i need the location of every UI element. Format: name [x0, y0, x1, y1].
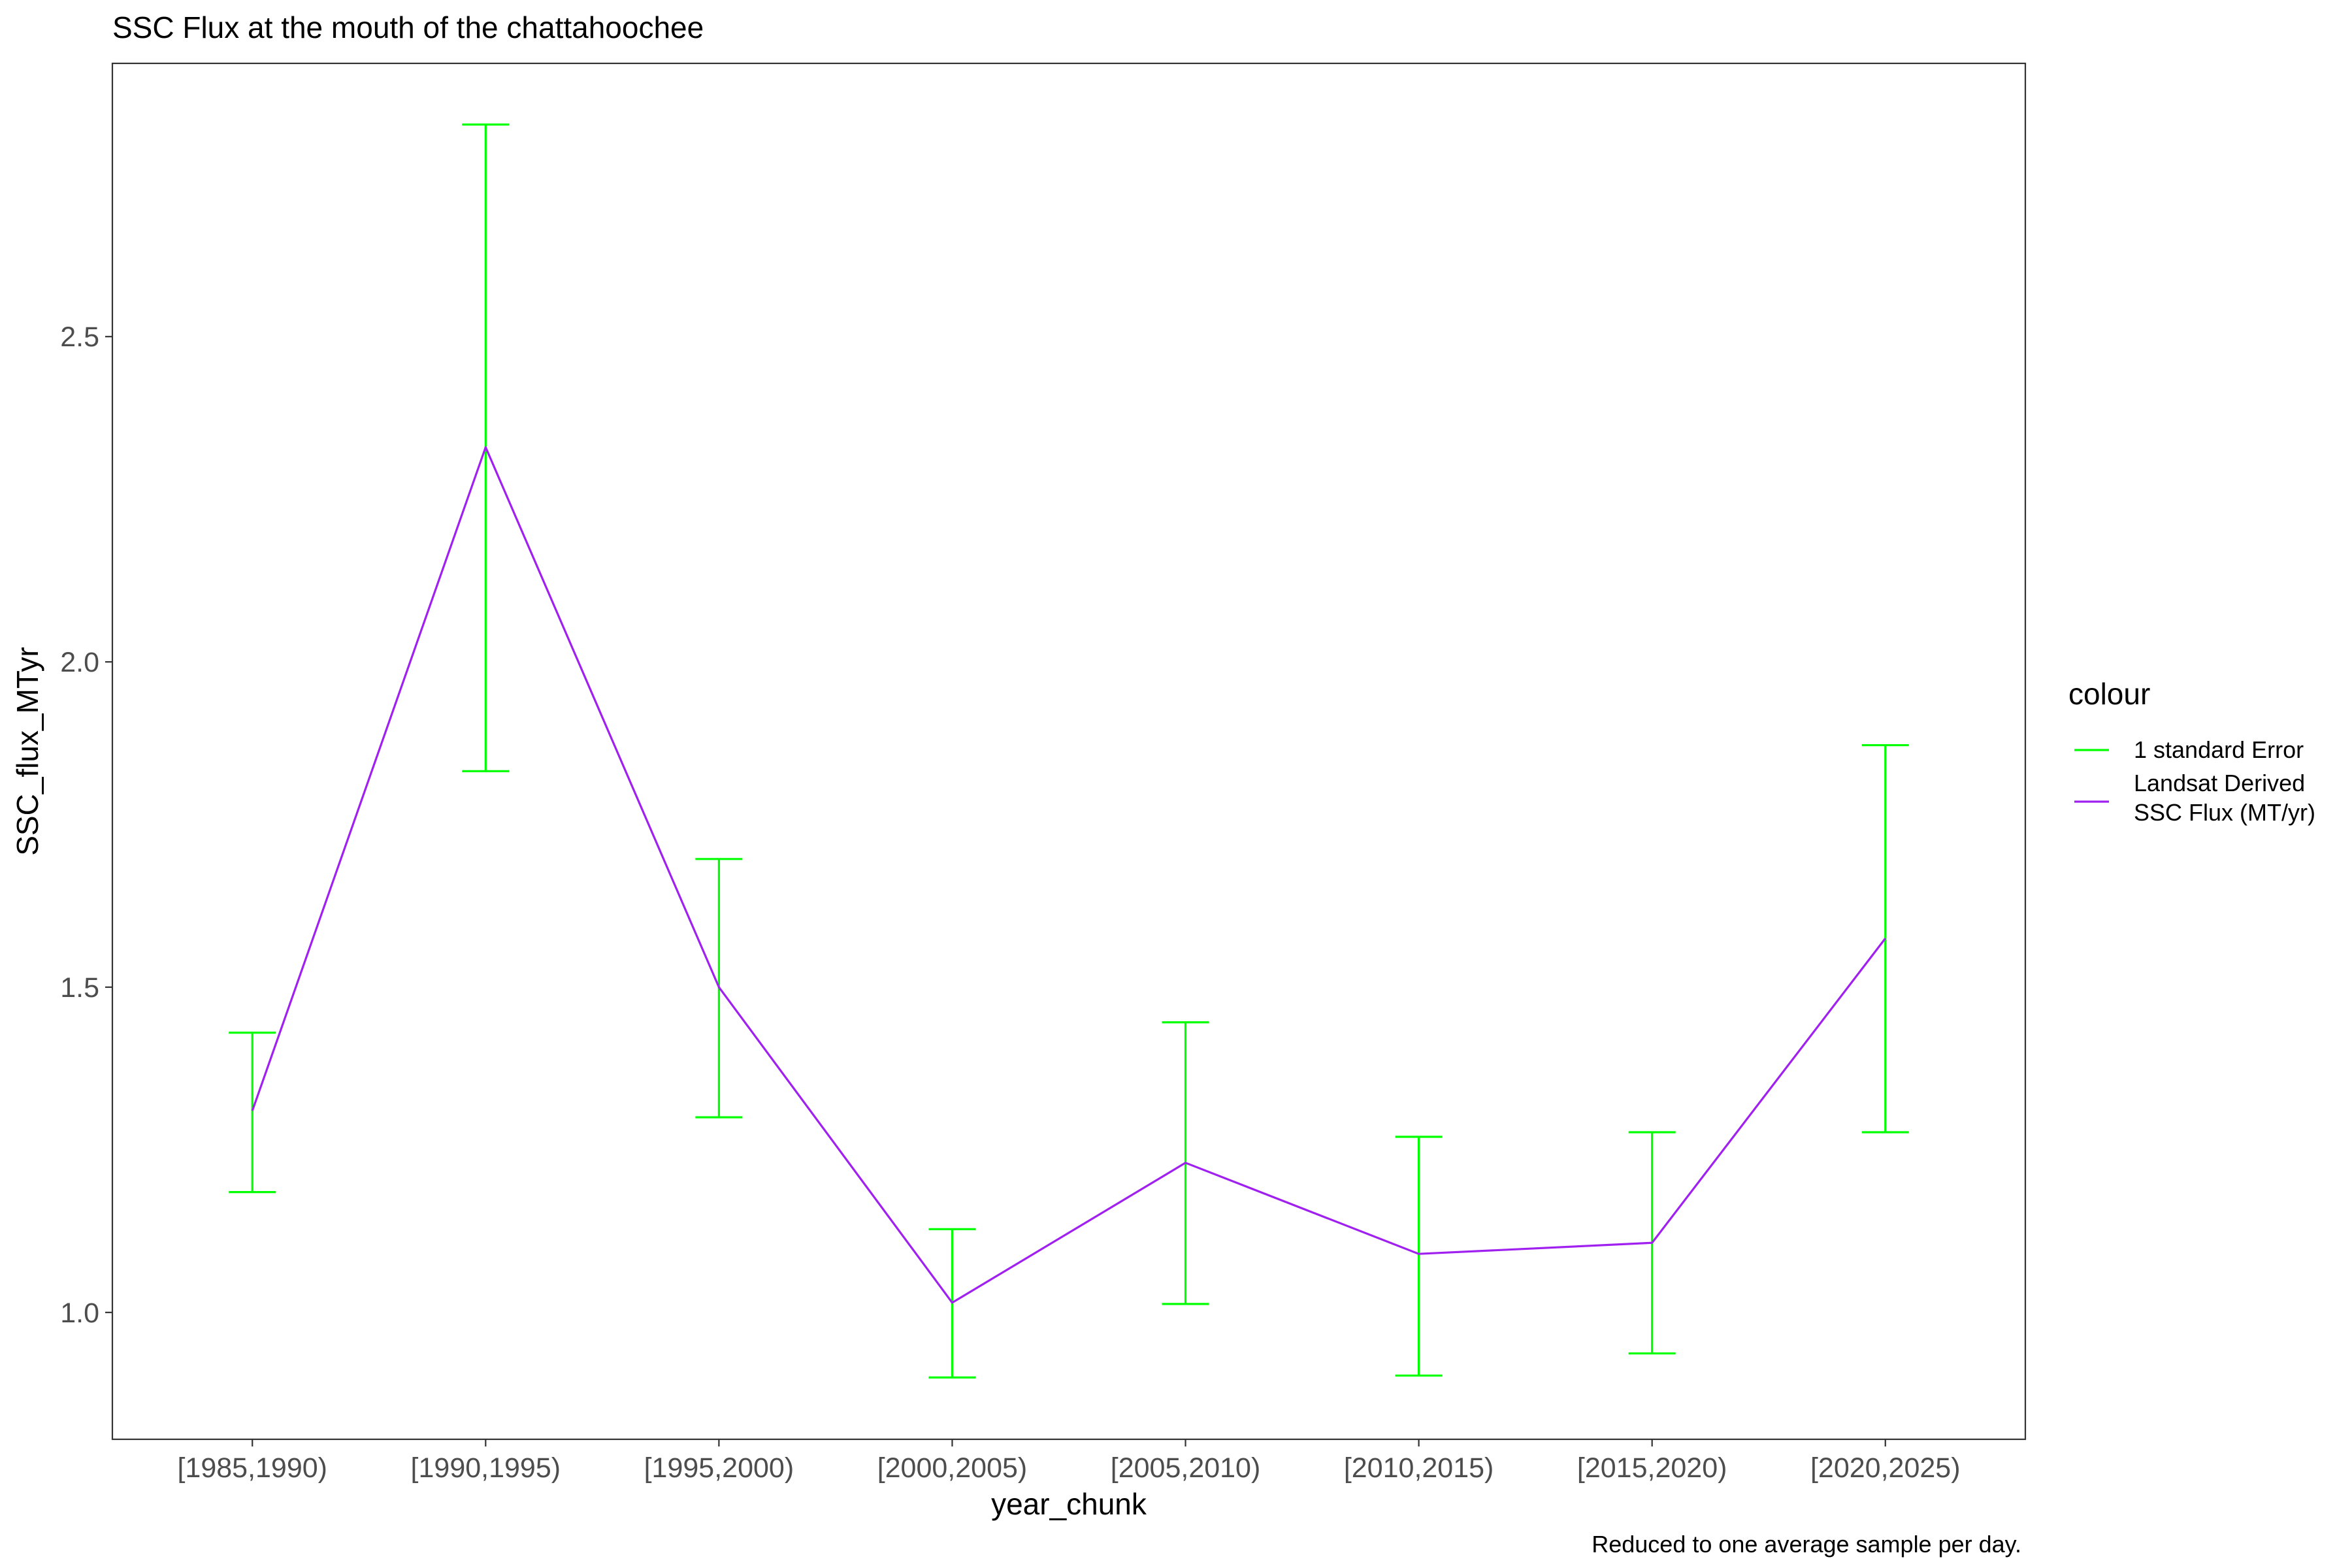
x-tick-label: [2010,2015)	[1344, 1452, 1494, 1484]
x-tick-label: [1985,1990)	[177, 1452, 327, 1484]
flux-line	[251, 446, 1887, 1304]
y-tick-label: 2.0	[60, 647, 99, 678]
y-tick-label: 1.5	[60, 972, 99, 1004]
y-tick-label: 2.5	[60, 321, 99, 353]
legend-label-landsat-flux-line2: SSC Flux (MT/yr)	[2134, 799, 2315, 826]
legend-label-standard-error: 1 standard Error	[2134, 736, 2304, 763]
plot-panel	[111, 62, 2027, 1441]
error-bar	[229, 1032, 276, 1194]
legend-label-landsat-flux-line1: Landsat Derived	[2134, 770, 2305, 796]
x-tick-label: [1995,2000)	[644, 1452, 794, 1484]
x-tick-label: [2000,2005)	[877, 1452, 1028, 1484]
y-axis: 1.0 1.5 2.0 2.5	[60, 321, 112, 1329]
x-tick-label: [1990,1995)	[411, 1452, 561, 1484]
x-tick-label: [2020,2025)	[1810, 1452, 1961, 1484]
y-tick-label: 1.0	[60, 1298, 99, 1329]
error-bar	[1395, 1135, 1443, 1377]
x-axis-title: year_chunk	[991, 1487, 1147, 1521]
flux-line-series	[251, 446, 1887, 1304]
chart-title: SSC Flux at the mouth of the chattahooch…	[112, 10, 704, 44]
y-axis-title: SSC_flux_MTyr	[10, 647, 44, 856]
x-tick-label: [2015,2020)	[1577, 1452, 1727, 1484]
legend-title: colour	[2068, 677, 2150, 711]
chart-caption: Reduced to one average sample per day.	[1592, 1531, 2021, 1558]
x-axis: [1985,1990) [1990,1995) [1995,2000) [2000,2…	[177, 1439, 1961, 1484]
legend: colour 1 standard Error Landsat Derived …	[2068, 677, 2315, 826]
x-tick-label: [2005,2010)	[1111, 1452, 1261, 1484]
